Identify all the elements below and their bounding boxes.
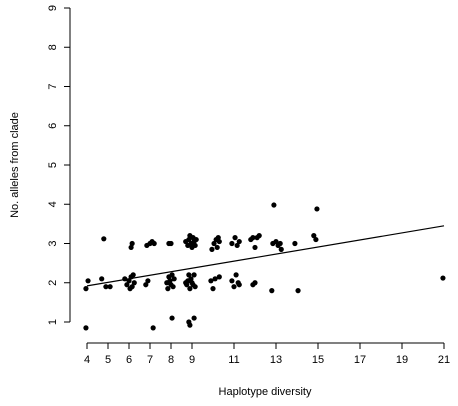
data-point	[314, 206, 320, 212]
data-point	[192, 242, 198, 249]
data-point	[169, 315, 175, 321]
data-point	[269, 288, 275, 294]
data-point	[273, 238, 279, 245]
x-tick-label: 15	[312, 354, 324, 366]
data-point	[229, 278, 235, 284]
x-tick-label: 13	[270, 354, 282, 366]
data-point	[252, 244, 258, 251]
data-point	[232, 235, 238, 241]
data-point	[256, 233, 262, 239]
x-tick-label: 19	[396, 354, 408, 366]
data-point	[169, 272, 175, 278]
data-point	[83, 286, 89, 292]
data-point	[170, 284, 176, 290]
x-axis-ticks: 4 5 6 7 8 9 11 13 15 17 19 21	[84, 343, 450, 366]
data-point	[215, 235, 221, 241]
data-point	[145, 278, 151, 284]
x-tick-label: 7	[147, 354, 153, 366]
data-point	[101, 236, 107, 242]
data-point	[128, 244, 134, 251]
data-point	[214, 244, 220, 251]
x-tick-label: 6	[126, 354, 132, 366]
y-tick-label: 4	[47, 201, 59, 207]
data-point	[278, 246, 284, 252]
data-point	[165, 286, 171, 292]
x-axis-title: Haplotype diversity	[219, 386, 312, 398]
data-point	[171, 276, 177, 282]
data-points	[83, 202, 446, 331]
data-point	[186, 272, 192, 278]
data-point	[233, 272, 239, 278]
y-tick-label: 8	[47, 44, 59, 50]
data-point	[209, 246, 215, 252]
data-point	[184, 282, 190, 288]
data-point	[143, 282, 149, 288]
y-tick-label: 1	[47, 319, 59, 325]
x-tick-label: 5	[105, 354, 111, 366]
data-point	[99, 276, 105, 282]
data-point	[236, 238, 242, 245]
data-point	[212, 276, 218, 282]
data-point	[236, 282, 242, 288]
y-tick-label: 7	[47, 83, 59, 89]
data-point	[126, 278, 132, 284]
data-point	[131, 280, 137, 286]
x-tick-label: 11	[228, 354, 239, 366]
data-point	[193, 236, 199, 243]
data-point	[211, 240, 217, 247]
data-point	[216, 238, 222, 245]
x-tick-label: 17	[354, 354, 366, 366]
data-point	[271, 202, 277, 208]
data-point	[191, 315, 197, 321]
y-tick-label: 3	[47, 240, 59, 246]
trend-line	[86, 225, 445, 287]
data-point	[83, 325, 89, 331]
y-tick-label: 6	[47, 123, 59, 129]
data-point	[277, 240, 283, 247]
data-point	[150, 325, 156, 331]
data-point	[231, 284, 237, 290]
data-point	[292, 240, 298, 247]
data-point	[151, 240, 157, 247]
data-point	[129, 240, 135, 247]
data-point	[103, 284, 109, 290]
data-point	[124, 282, 130, 288]
x-tick-label: 8	[168, 354, 174, 366]
y-tick-label: 5	[47, 162, 59, 168]
data-point	[167, 278, 173, 284]
x-tick-label: 4	[84, 354, 90, 366]
data-point	[168, 240, 174, 247]
x-tick-label: 21	[438, 354, 450, 366]
x-tick-label: 9	[189, 354, 195, 366]
data-point	[129, 284, 135, 290]
data-point	[229, 240, 235, 247]
data-point	[130, 272, 136, 278]
y-tick-label: 2	[47, 280, 59, 286]
plot-area: 1 2 3 4 5 6 7 8 9 4 5 6 7 8 9 11 13 15 17 19 21	[47, 5, 450, 366]
data-point	[122, 276, 128, 282]
data-point	[191, 272, 197, 278]
y-axis-ticks: 1 2 3 4 5 6 7 8 9	[47, 5, 70, 325]
data-point	[234, 242, 240, 249]
data-point	[192, 284, 198, 290]
data-point	[187, 322, 193, 328]
data-point	[186, 236, 192, 243]
data-point	[107, 284, 113, 290]
data-point	[295, 288, 301, 294]
y-tick-label: 9	[47, 5, 59, 11]
y-axis-title: No. alleles from clade	[9, 112, 21, 218]
data-point	[85, 278, 91, 284]
data-point	[208, 278, 214, 284]
data-point	[252, 280, 258, 286]
data-point	[210, 286, 216, 292]
data-point	[188, 276, 194, 282]
data-point	[250, 235, 256, 241]
data-point	[311, 233, 317, 239]
data-point	[216, 274, 222, 280]
data-point	[440, 275, 446, 281]
data-point	[187, 286, 193, 292]
data-point	[313, 236, 319, 243]
trend-line-group	[86, 225, 445, 287]
